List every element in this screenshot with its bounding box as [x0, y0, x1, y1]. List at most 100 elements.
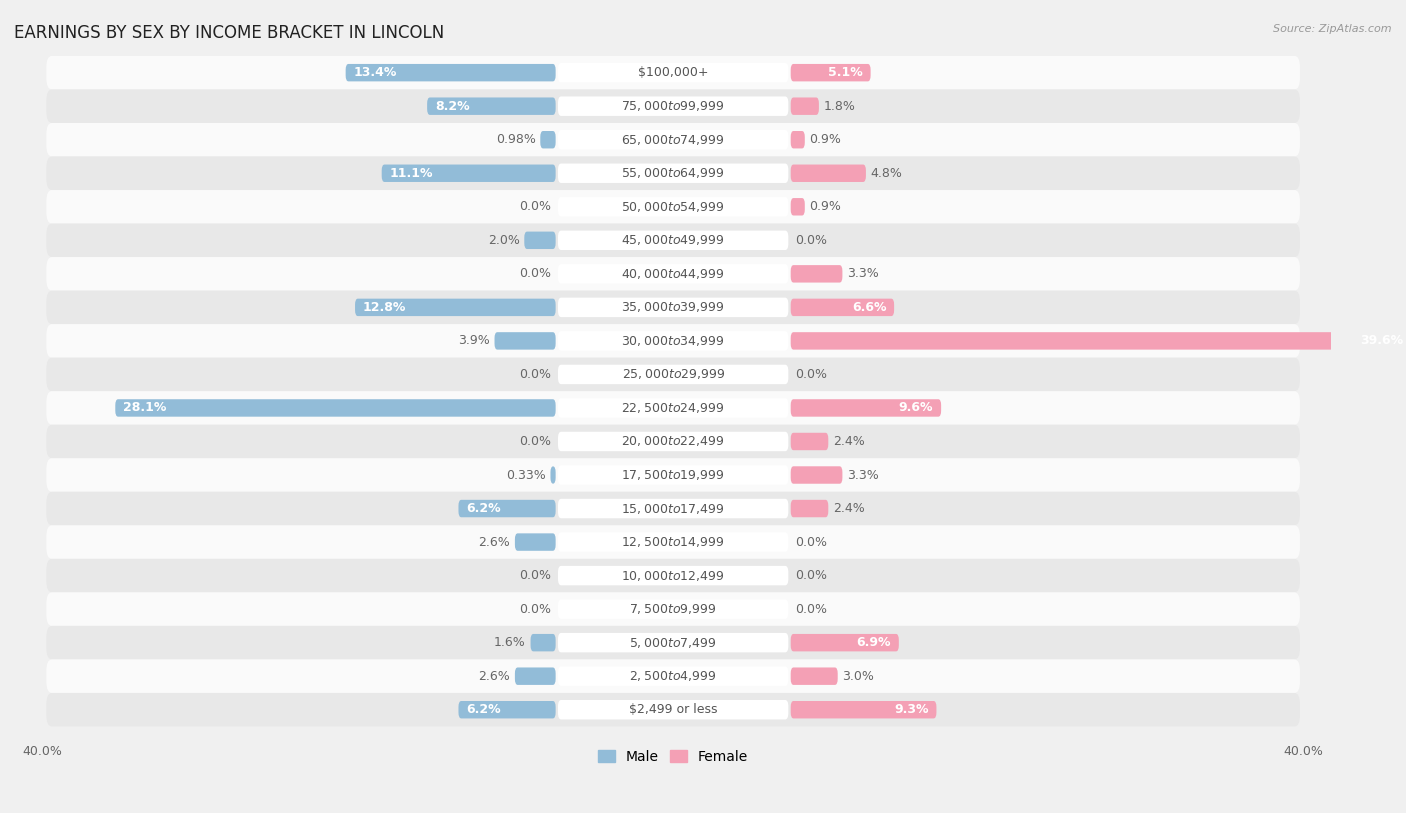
FancyBboxPatch shape	[558, 365, 789, 385]
Text: $40,000 to $44,999: $40,000 to $44,999	[621, 267, 725, 280]
FancyBboxPatch shape	[558, 264, 789, 284]
FancyBboxPatch shape	[515, 533, 555, 550]
Text: Source: ZipAtlas.com: Source: ZipAtlas.com	[1274, 24, 1392, 34]
Text: 0.0%: 0.0%	[796, 234, 827, 247]
FancyBboxPatch shape	[46, 56, 1301, 89]
Text: $15,000 to $17,499: $15,000 to $17,499	[621, 502, 725, 515]
Text: 2.6%: 2.6%	[478, 670, 510, 683]
FancyBboxPatch shape	[427, 98, 555, 115]
FancyBboxPatch shape	[515, 667, 555, 685]
FancyBboxPatch shape	[458, 500, 555, 517]
Text: 0.0%: 0.0%	[796, 569, 827, 582]
Text: 5.1%: 5.1%	[828, 66, 863, 79]
Text: 13.4%: 13.4%	[353, 66, 396, 79]
FancyBboxPatch shape	[46, 693, 1301, 727]
FancyBboxPatch shape	[790, 667, 838, 685]
FancyBboxPatch shape	[790, 131, 804, 149]
Text: $45,000 to $49,999: $45,000 to $49,999	[621, 233, 725, 247]
FancyBboxPatch shape	[495, 333, 555, 350]
Text: $55,000 to $64,999: $55,000 to $64,999	[621, 166, 725, 180]
FancyBboxPatch shape	[46, 123, 1301, 156]
FancyBboxPatch shape	[790, 164, 866, 182]
Text: 40.0%: 40.0%	[22, 745, 63, 758]
FancyBboxPatch shape	[790, 701, 936, 719]
Text: $7,500 to $9,999: $7,500 to $9,999	[630, 602, 717, 616]
Text: 9.3%: 9.3%	[894, 703, 928, 716]
FancyBboxPatch shape	[558, 398, 789, 418]
Text: 6.2%: 6.2%	[467, 502, 501, 515]
FancyBboxPatch shape	[558, 130, 789, 150]
FancyBboxPatch shape	[558, 432, 789, 451]
FancyBboxPatch shape	[46, 525, 1301, 559]
FancyBboxPatch shape	[558, 163, 789, 183]
Text: 2.0%: 2.0%	[488, 234, 520, 247]
FancyBboxPatch shape	[558, 700, 789, 720]
Text: 3.9%: 3.9%	[458, 334, 489, 347]
Text: 0.0%: 0.0%	[796, 368, 827, 381]
FancyBboxPatch shape	[790, 298, 894, 316]
FancyBboxPatch shape	[46, 626, 1301, 659]
Text: $2,500 to $4,999: $2,500 to $4,999	[630, 669, 717, 683]
Text: $17,500 to $19,999: $17,500 to $19,999	[621, 468, 725, 482]
Text: $5,000 to $7,499: $5,000 to $7,499	[630, 636, 717, 650]
Text: 6.9%: 6.9%	[856, 636, 891, 649]
FancyBboxPatch shape	[381, 164, 555, 182]
Text: $12,500 to $14,999: $12,500 to $14,999	[621, 535, 725, 549]
FancyBboxPatch shape	[46, 391, 1301, 424]
Text: 9.6%: 9.6%	[898, 402, 934, 415]
Text: 0.0%: 0.0%	[796, 602, 827, 615]
FancyBboxPatch shape	[558, 331, 789, 350]
Text: 0.98%: 0.98%	[496, 133, 536, 146]
Text: 1.8%: 1.8%	[824, 100, 855, 113]
Text: 8.2%: 8.2%	[434, 100, 470, 113]
Text: $30,000 to $34,999: $30,000 to $34,999	[621, 334, 725, 348]
Text: $2,499 or less: $2,499 or less	[628, 703, 717, 716]
Text: 0.9%: 0.9%	[810, 200, 841, 213]
FancyBboxPatch shape	[46, 593, 1301, 626]
FancyBboxPatch shape	[46, 358, 1301, 391]
Text: 2.6%: 2.6%	[478, 536, 510, 549]
Text: 1.6%: 1.6%	[494, 636, 526, 649]
FancyBboxPatch shape	[46, 324, 1301, 358]
FancyBboxPatch shape	[46, 89, 1301, 123]
FancyBboxPatch shape	[558, 499, 789, 518]
Text: $35,000 to $39,999: $35,000 to $39,999	[621, 300, 725, 315]
FancyBboxPatch shape	[458, 701, 555, 719]
FancyBboxPatch shape	[356, 298, 555, 316]
Text: 3.3%: 3.3%	[846, 267, 879, 280]
FancyBboxPatch shape	[558, 533, 789, 552]
Text: $22,500 to $24,999: $22,500 to $24,999	[621, 401, 725, 415]
FancyBboxPatch shape	[790, 64, 870, 81]
FancyBboxPatch shape	[46, 559, 1301, 593]
Text: 2.4%: 2.4%	[832, 502, 865, 515]
FancyBboxPatch shape	[790, 98, 818, 115]
FancyBboxPatch shape	[558, 599, 789, 619]
FancyBboxPatch shape	[46, 459, 1301, 492]
FancyBboxPatch shape	[790, 433, 828, 450]
Legend: Male, Female: Male, Female	[593, 744, 754, 769]
Text: 40.0%: 40.0%	[1284, 745, 1323, 758]
FancyBboxPatch shape	[790, 634, 898, 651]
FancyBboxPatch shape	[790, 265, 842, 283]
Text: 12.8%: 12.8%	[363, 301, 406, 314]
Text: $10,000 to $12,499: $10,000 to $12,499	[621, 568, 725, 583]
Text: 0.33%: 0.33%	[506, 468, 546, 481]
FancyBboxPatch shape	[790, 467, 842, 484]
FancyBboxPatch shape	[46, 190, 1301, 224]
FancyBboxPatch shape	[558, 633, 789, 652]
Text: $75,000 to $99,999: $75,000 to $99,999	[621, 99, 725, 113]
FancyBboxPatch shape	[46, 257, 1301, 290]
FancyBboxPatch shape	[551, 467, 555, 484]
FancyBboxPatch shape	[46, 290, 1301, 324]
Text: 0.0%: 0.0%	[519, 569, 551, 582]
Text: 0.0%: 0.0%	[519, 602, 551, 615]
FancyBboxPatch shape	[46, 492, 1301, 525]
FancyBboxPatch shape	[46, 224, 1301, 257]
Text: 0.0%: 0.0%	[796, 536, 827, 549]
Text: $25,000 to $29,999: $25,000 to $29,999	[621, 367, 724, 381]
Text: 0.0%: 0.0%	[519, 368, 551, 381]
FancyBboxPatch shape	[790, 333, 1406, 350]
Text: 6.2%: 6.2%	[467, 703, 501, 716]
Text: 3.0%: 3.0%	[842, 670, 875, 683]
Text: 0.0%: 0.0%	[519, 267, 551, 280]
